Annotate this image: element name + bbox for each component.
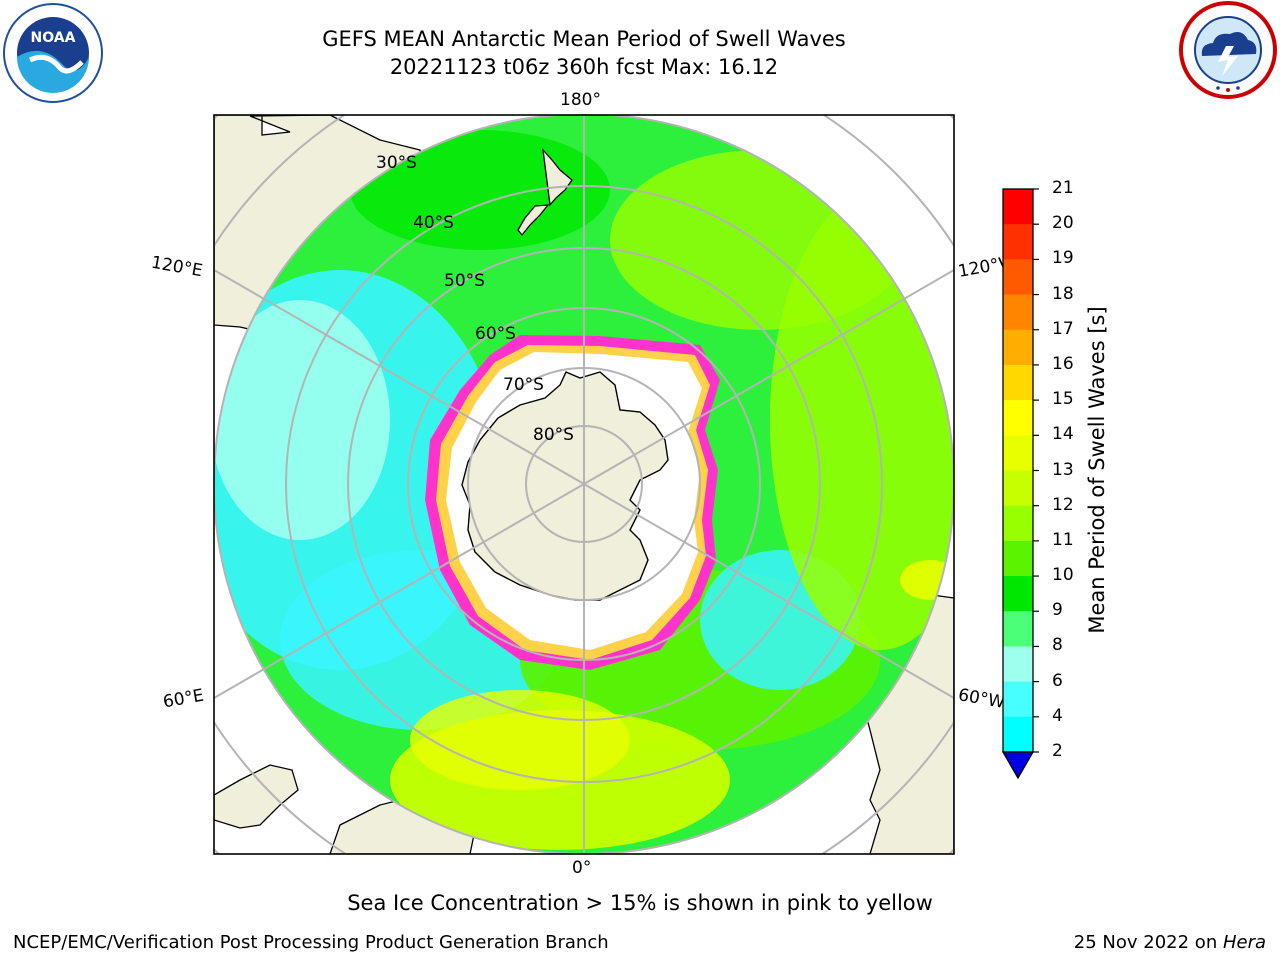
antarctica-land (461, 371, 669, 601)
colorbar-tick-label: 10 (1052, 565, 1074, 586)
footer-date: 25 Nov 2022 on (1073, 932, 1223, 953)
map-frame (213, 114, 955, 855)
colorbar-tick-label: 18 (1052, 283, 1074, 304)
lat-label-60s: 60°S (475, 324, 516, 344)
lat-label-80s: 80°S (533, 425, 574, 445)
graticule (214, 115, 954, 854)
colorbar-tick-label: 13 (1052, 459, 1074, 480)
footer-host: Hera (1222, 932, 1266, 953)
colorbar-tick-label: 15 (1052, 389, 1074, 410)
colorbar-tick-label: 2 (1052, 741, 1063, 761)
colorbar-band (1003, 400, 1033, 436)
footer-right: 25 Nov 2022 on Hera (1074, 932, 1266, 953)
colorbar-band (1003, 224, 1033, 260)
colorbar-band (1003, 576, 1033, 612)
chart-subtitle: 20221123 t06z 360h fcst Max: 16.12 (389, 55, 779, 79)
sea-ice-caption: Sea Ice Concentration > 15% is shown in … (347, 891, 933, 915)
colorbar-band (1003, 646, 1033, 683)
lat-label-30s: 30°S (376, 153, 417, 173)
new-zealand-land (517, 148, 573, 237)
colorbar-tick-label: 14 (1052, 424, 1074, 445)
nws-logo-icon (1179, 1, 1277, 99)
colorbar-band (1003, 611, 1033, 647)
lon-label-180: 180° (560, 90, 601, 110)
colorbar-tick-label: 8 (1052, 635, 1063, 656)
colorbar-tick-label: 19 (1052, 248, 1074, 269)
lon-label-0: 0° (572, 858, 592, 878)
colorbar-band (1003, 189, 1033, 225)
colorbar-extend-triangle (1001, 751, 1035, 780)
colorbar-band (1003, 505, 1033, 542)
noaa-logo-text: NOAA (31, 30, 76, 46)
madagascar-land (214, 764, 299, 829)
footer-left: NCEP/EMC/Verification Post Processing Pr… (13, 932, 609, 953)
lat-label-40s: 40°S (413, 213, 454, 233)
colorbar-band (1003, 294, 1033, 331)
colorbar-band (1003, 259, 1033, 296)
colorbar-tick-label: 6 (1052, 670, 1063, 691)
colorbar-band (1003, 364, 1033, 401)
colorbar-tick-label: 9 (1052, 600, 1063, 621)
colorbar-tick-label: 11 (1052, 529, 1074, 550)
colorbar-tick-label: 16 (1052, 353, 1074, 374)
colorbar-band (1003, 470, 1033, 507)
chart-title: GEFS MEAN Antarctic Mean Period of Swell… (322, 27, 846, 51)
lat-label-70s: 70°S (503, 375, 544, 395)
colorbar-label: Mean Period of Swell Waves [s] (1085, 306, 1109, 634)
colorbar-tick-label: 20 (1052, 213, 1074, 234)
colorbar-tick-label: 21 (1052, 178, 1074, 198)
colorbar-tick-label: 17 (1052, 318, 1074, 339)
colorbar-band (1003, 329, 1033, 366)
lat-label-50s: 50°S (444, 271, 485, 291)
colorbar (1001, 188, 1039, 780)
colorbar-band (1003, 540, 1033, 577)
noaa-logo-icon: NOAA (3, 3, 103, 103)
colorbar-band (1003, 716, 1033, 753)
colorbar-tick-label: 12 (1052, 494, 1074, 515)
colorbar-band (1003, 435, 1033, 471)
colorbar-band (1003, 681, 1033, 718)
colorbar-tick-label: 4 (1052, 705, 1063, 726)
